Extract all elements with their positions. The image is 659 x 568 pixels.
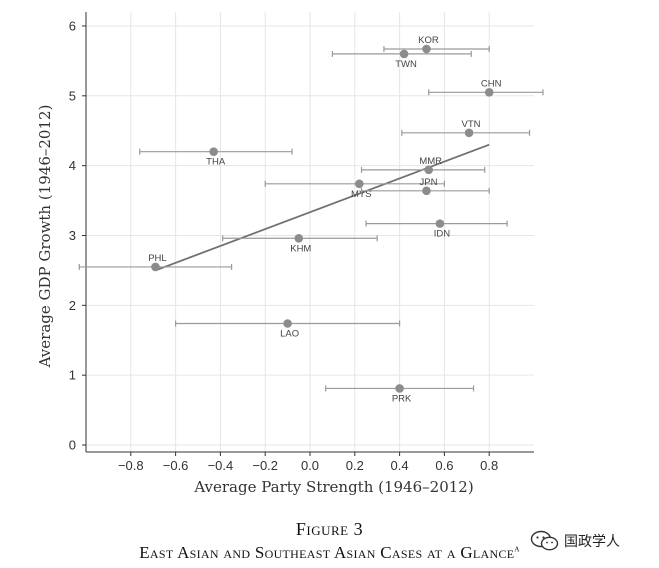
data-point-mys: MYS	[264, 179, 445, 200]
x-tick-label: −0.2	[252, 458, 278, 473]
grid	[86, 12, 534, 452]
x-tick-label: 0.4	[391, 458, 409, 473]
y-axis-title: Average GDP Growth (1946–2012)	[36, 105, 54, 369]
point-marker	[151, 262, 160, 272]
point-marker	[484, 88, 494, 97]
y-tick-label: 6	[69, 18, 76, 33]
data-point-prk: PRK	[325, 384, 475, 404]
data-point-chn: CHN	[428, 78, 544, 97]
point-marker	[422, 44, 431, 54]
point-label: VTN	[462, 119, 481, 130]
y-tick-label: 1	[69, 368, 76, 383]
y-tick-labels: 0 1 2 3 4 5 6	[69, 18, 76, 452]
data-point-jpn: JPN	[360, 177, 490, 196]
point-label: LAO	[280, 328, 299, 339]
x-axis-title: Average Party Strength (1946–2012)	[193, 478, 473, 496]
y-tick-label: 3	[69, 228, 76, 243]
point-marker	[354, 179, 364, 189]
data-point-khm: KHM	[222, 233, 378, 254]
point-label: PHL	[148, 253, 166, 264]
x-tick-label: −0.6	[163, 458, 189, 473]
y-tick-label: 0	[69, 438, 76, 453]
data-points: KOR TWN CHN VTN THA MMR MYS JPN IDN KHM PHL LAO PRK	[78, 35, 544, 404]
point-label: JPN	[420, 177, 438, 188]
data-point-vtn: VTN	[401, 119, 531, 138]
point-label: MMR	[419, 156, 442, 167]
data-point-idn: IDN	[365, 219, 508, 240]
figure-number: Figure 3	[295, 519, 364, 539]
point-marker	[283, 319, 292, 328]
x-tick-label: 0.6	[435, 458, 453, 473]
fit-line	[155, 143, 490, 272]
point-marker	[464, 128, 474, 138]
point-marker	[435, 219, 445, 228]
point-marker	[424, 165, 434, 175]
y-tick-label: 2	[69, 298, 76, 313]
data-point-twn: TWN	[331, 49, 472, 70]
figure-title: East Asian and Southeast Asian Cases at …	[0, 543, 659, 563]
point-label: IDN	[434, 229, 451, 240]
point-marker	[399, 49, 409, 59]
fit-line-group	[155, 143, 490, 272]
point-label: KOR	[418, 35, 439, 46]
point-marker	[209, 147, 218, 156]
watermark: 国政学人	[530, 530, 620, 552]
figure-title-text: East Asian and Southeast Asian Cases at …	[139, 543, 515, 562]
data-point-lao: LAO	[175, 319, 401, 339]
x-tick-label: −0.8	[118, 458, 144, 473]
data-point-mmr: MMR	[360, 156, 486, 175]
point-marker	[294, 233, 304, 243]
point-label: KHM	[290, 243, 311, 254]
point-label: THA	[206, 157, 226, 168]
x-tick-labels: −0.8 −0.6 −0.4 −0.2 0.0 0.2 0.4 0.6 0.8	[118, 458, 498, 473]
watermark-text: 国政学人	[564, 534, 620, 550]
point-label: MYS	[351, 189, 372, 200]
data-point-phl: PHL	[78, 253, 233, 272]
figure-title-marker: a	[514, 543, 520, 555]
y-tick-label: 4	[69, 158, 76, 173]
point-marker	[395, 384, 404, 393]
x-tick-label: 0.2	[346, 458, 364, 473]
point-marker	[422, 186, 431, 196]
wechat-icon	[530, 530, 559, 551]
data-point-kor: KOR	[383, 35, 490, 54]
x-tick-label: −0.4	[208, 458, 234, 473]
axes	[82, 12, 534, 456]
x-tick-label: 0.0	[301, 458, 319, 473]
point-label: TWN	[395, 59, 417, 70]
point-label: CHN	[481, 78, 502, 89]
point-label: PRK	[392, 393, 412, 404]
data-point-tha: THA	[139, 147, 293, 168]
y-tick-label: 5	[69, 88, 76, 103]
x-tick-label: 0.8	[480, 458, 498, 473]
